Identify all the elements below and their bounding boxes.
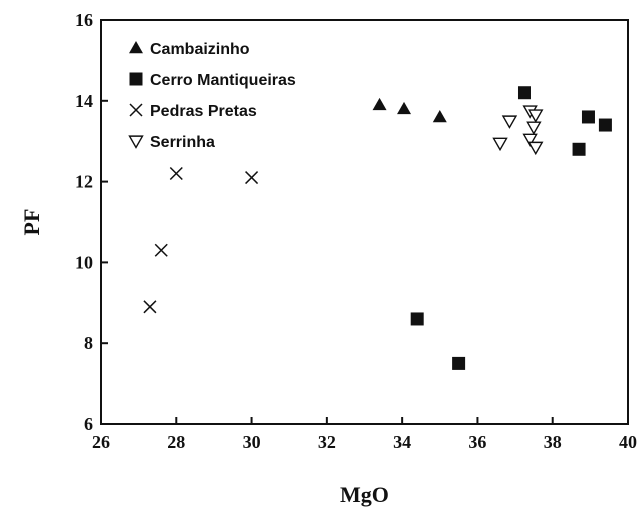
legend-label-pedras-pretas: Pedras Pretas [150, 103, 257, 120]
x-axis-title: MgO [340, 482, 389, 507]
x-tick-label: 36 [468, 432, 486, 452]
x-stroke [245, 171, 259, 185]
legend-marker-pedras-pretas [129, 103, 143, 117]
point-cambaizinho [432, 109, 447, 123]
x-stroke [129, 103, 143, 117]
x-tick-label: 40 [619, 432, 637, 452]
point-cerro-mantiqueiras [517, 86, 531, 100]
y-tick-label: 14 [75, 91, 93, 111]
plot-frame [100, 19, 629, 425]
legend-label-serrinha: Serrinha [150, 134, 215, 151]
point-serrinha [501, 115, 518, 129]
point-serrinha [526, 121, 542, 135]
legend-marker-cerro-mantiqueiras [129, 72, 143, 86]
point-cerro-mantiqueiras [452, 356, 466, 370]
x-tick-label: 32 [318, 432, 336, 452]
x-tick-label: 34 [393, 432, 411, 452]
point-cerro-mantiqueiras [572, 142, 586, 156]
y-tick-label: 6 [84, 414, 93, 434]
x-tick-label: 26 [92, 432, 110, 452]
point-cerro-mantiqueiras [581, 110, 595, 124]
x-stroke [154, 243, 168, 257]
y-axis-title: PF [19, 209, 44, 236]
y-tick-label: 8 [84, 333, 93, 353]
point-pedras-pretas [245, 171, 259, 185]
x-tick-label: 28 [167, 432, 185, 452]
point-cerro-mantiqueiras [598, 118, 612, 132]
legend-label-cambaizinho: Cambaizinho [150, 41, 250, 58]
x-tick-label: 38 [544, 432, 562, 452]
point-cambaizinho [372, 97, 387, 111]
legend-marker-serrinha [128, 135, 144, 149]
point-cambaizinho [397, 101, 412, 115]
axis-tick-labels: 26 28 30 32 34 36 38 40 6 8 10 12 14 16 [75, 10, 637, 452]
data-points [143, 86, 612, 370]
point-cerro-mantiqueiras [410, 312, 424, 326]
x-tick-label: 30 [243, 432, 261, 452]
x-stroke [143, 300, 157, 314]
point-serrinha [528, 109, 544, 123]
point-serrinha [522, 133, 538, 148]
y-tick-label: 12 [75, 172, 93, 192]
legend-marker-cambaizinho [129, 41, 143, 54]
point-pedras-pretas [143, 300, 157, 314]
x-stroke [169, 166, 183, 181]
point-pedras-pretas [154, 243, 168, 257]
legend-label-cerro-mantiqueiras: Cerro Mantiqueiras [150, 72, 296, 89]
y-tick-label: 16 [75, 10, 93, 30]
legend: Cambaizinho Cerro Mantiqueiras Pedras Pret… [128, 41, 296, 151]
y-tick-label: 10 [75, 252, 93, 272]
point-pedras-pretas [169, 166, 183, 181]
point-serrinha [528, 141, 544, 156]
point-serrinha [492, 137, 508, 152]
